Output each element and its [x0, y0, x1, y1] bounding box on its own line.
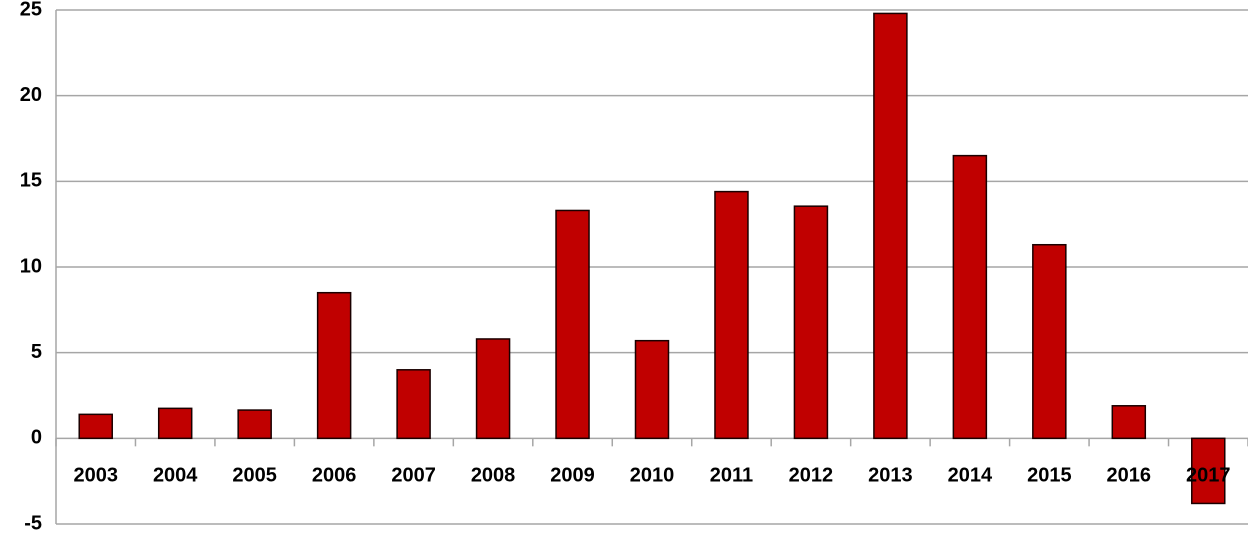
bar [475, 338, 511, 440]
x-tick-label: 2009 [550, 465, 595, 487]
y-tick-label: 25 [20, 0, 42, 20]
bar [634, 339, 670, 440]
x-tick-label: 2007 [391, 465, 436, 487]
y-tick-label: -5 [24, 512, 42, 534]
x-tick-label: 2016 [1107, 465, 1152, 487]
y-tick-label: 0 [31, 427, 42, 449]
x-tick-label: 2005 [232, 465, 277, 487]
x-tick-label: 2006 [312, 465, 357, 487]
x-tick-label: 2008 [471, 465, 516, 487]
bar [1111, 405, 1147, 440]
x-tick-label: 2014 [948, 465, 993, 487]
bar [316, 291, 352, 440]
x-tick-label: 2011 [710, 465, 753, 487]
y-tick-label: 5 [31, 341, 42, 363]
x-tick-label: 2017 [1186, 465, 1231, 487]
bar [714, 190, 749, 440]
x-tick-label: 2012 [789, 465, 834, 487]
bar [237, 409, 272, 440]
y-tick-label: 10 [20, 255, 42, 277]
bar [555, 209, 590, 440]
x-tick-label: 2003 [73, 465, 118, 487]
x-tick-label: 2013 [868, 465, 913, 487]
bar [1032, 243, 1067, 440]
x-tick-label: 2004 [153, 465, 198, 487]
bar [78, 413, 113, 440]
x-tick-label: 2015 [1027, 465, 1072, 487]
bar [1191, 437, 1226, 505]
y-tick-label: 20 [20, 84, 42, 106]
bar [793, 205, 829, 440]
bar [952, 154, 988, 440]
x-tick-label: 2010 [630, 465, 675, 487]
bar [396, 369, 431, 440]
y-tick-label: 15 [20, 170, 42, 192]
bar [873, 12, 908, 440]
bar [157, 407, 193, 440]
